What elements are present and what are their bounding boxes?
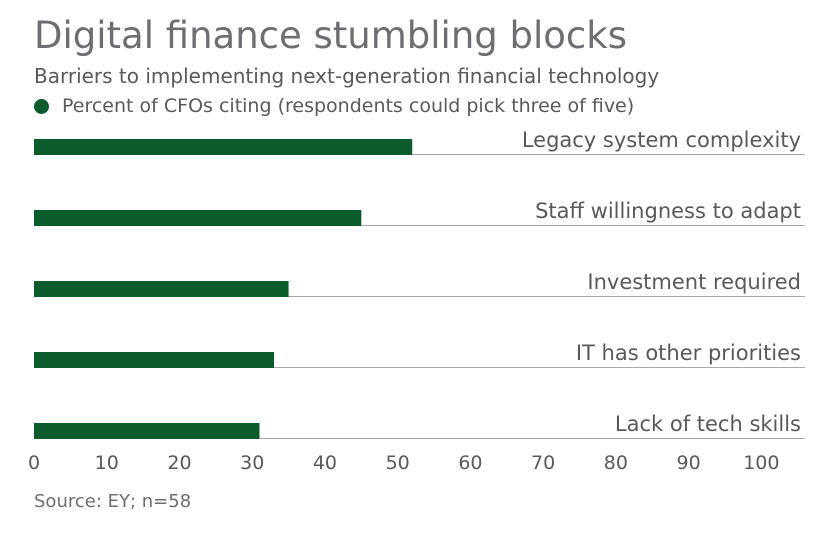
category-label: IT has other priorities — [576, 341, 801, 365]
category-label: Investment required — [587, 270, 801, 294]
chart-title: Digital finance stumbling blocks — [34, 14, 627, 57]
category-label: Legacy system complexity — [522, 128, 801, 152]
x-tick-label: 90 — [677, 452, 701, 474]
x-tick-label: 0 — [28, 452, 40, 474]
x-tick-label: 100 — [743, 452, 779, 474]
x-tick-label: 20 — [167, 452, 191, 474]
legend-dot-icon — [34, 98, 49, 114]
x-tick-label: 50 — [386, 452, 410, 474]
x-tick-label: 60 — [458, 452, 482, 474]
x-tick-label: 80 — [604, 452, 628, 474]
bar — [34, 139, 413, 155]
legend-label: Percent of CFOs citing (respondents coul… — [62, 95, 635, 117]
bar — [34, 352, 275, 368]
category-label: Lack of tech skills — [615, 412, 801, 436]
source-note: Source: EY; n=58 — [34, 491, 192, 512]
legend: Percent of CFOs citing (respondents coul… — [34, 95, 634, 117]
x-tick-label: 30 — [240, 452, 264, 474]
category-label: Staff willingness to adapt — [535, 199, 801, 223]
x-tick-label: 40 — [313, 452, 337, 474]
bar — [34, 423, 260, 439]
chart-subtitle: Barriers to implementing next-generation… — [34, 64, 660, 88]
bar — [34, 281, 289, 297]
x-tick-label: 70 — [531, 452, 555, 474]
bar — [34, 210, 362, 226]
x-tick-label: 10 — [95, 452, 119, 474]
